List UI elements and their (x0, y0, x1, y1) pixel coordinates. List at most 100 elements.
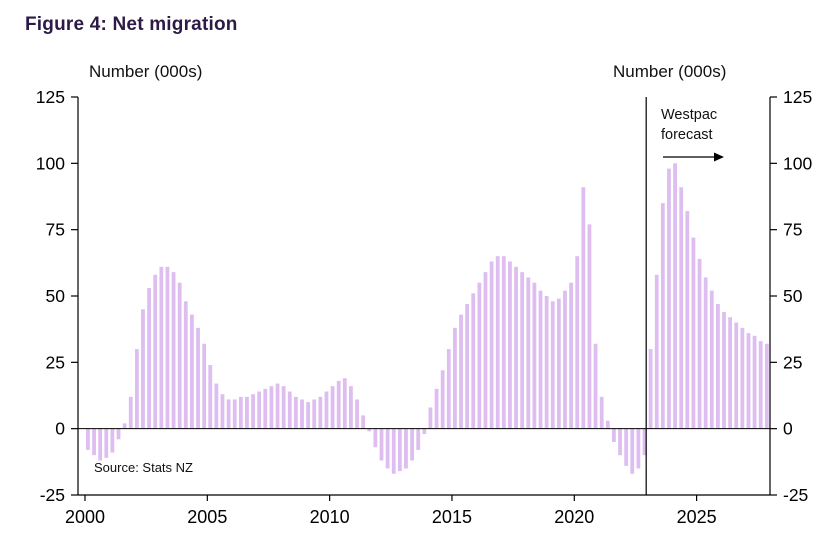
right-y-tick-label: -25 (783, 485, 808, 505)
migration-bar (245, 396, 249, 429)
left-y-tick-label: -25 (40, 485, 65, 505)
figure-title: Figure 4: Net migration (25, 14, 238, 35)
migration-bar (342, 378, 347, 429)
migration-bar (269, 386, 274, 429)
migration-bar (336, 380, 341, 429)
migration-bar (214, 383, 219, 429)
migration-bar (98, 428, 103, 461)
migration-bar (202, 343, 207, 429)
migration-bar (147, 288, 151, 429)
migration-bar (501, 256, 506, 429)
right-y-tick-label: 0 (783, 419, 793, 439)
migration-bar (648, 349, 653, 429)
migration-bar (752, 335, 757, 429)
migration-bar (373, 428, 378, 448)
migration-bar (660, 203, 665, 429)
migration-bar (673, 163, 677, 429)
right-y-tick-label: 100 (783, 153, 812, 173)
migration-bar (624, 428, 629, 466)
migration-bar (153, 274, 158, 429)
migration-bar (556, 298, 561, 429)
migration-bar (563, 290, 567, 429)
migration-bar (581, 187, 586, 429)
migration-bar (92, 428, 96, 456)
migration-bar (642, 428, 647, 456)
migration-bar (300, 399, 304, 429)
migration-bar (667, 168, 671, 429)
migration-bar (251, 394, 255, 429)
migration-bar (654, 274, 659, 429)
migration-bar (508, 261, 512, 429)
migration-bar (208, 364, 213, 429)
x-tick-label: 2020 (554, 507, 594, 527)
migration-bar (232, 399, 237, 429)
migration-bar (324, 391, 329, 429)
migration-bar (355, 399, 359, 429)
migration-bar (190, 314, 194, 429)
migration-bar (514, 266, 518, 429)
migration-bar (636, 428, 641, 469)
migration-bar (728, 317, 733, 429)
migration-bar (183, 301, 188, 429)
migration-bar (263, 388, 268, 429)
migration-bar (599, 396, 604, 429)
migration-bar (746, 333, 751, 429)
migration-bar (141, 309, 145, 429)
migration-bar (226, 399, 231, 429)
migration-bar (446, 349, 451, 429)
migration-bar (410, 428, 414, 461)
forecast-label: Westpac forecast (661, 107, 718, 143)
migration-bar (104, 428, 109, 458)
migration-bar (722, 311, 726, 429)
migration-bar (385, 428, 390, 469)
migration-bar (495, 256, 500, 429)
migration-bar (330, 386, 335, 429)
right-y-tick-label: 50 (783, 286, 803, 306)
migration-bar (612, 428, 616, 442)
migration-bar (312, 399, 317, 429)
migration-bar (679, 187, 684, 429)
migration-bar (440, 370, 445, 429)
migration-bar (318, 396, 323, 429)
migration-bar (532, 282, 537, 429)
migration-bar (275, 383, 280, 429)
migration-bar (716, 303, 720, 429)
right-y-tick-label: 25 (783, 352, 802, 372)
migration-bar (110, 428, 115, 453)
migration-bar (196, 327, 200, 429)
migration-bar (697, 258, 702, 429)
migration-bar (538, 290, 543, 429)
migration-bar (416, 428, 421, 450)
migration-bar (293, 396, 298, 429)
left-y-tick-label: 25 (46, 352, 65, 372)
migration-bar (709, 290, 714, 429)
x-tick-label: 2000 (65, 507, 105, 527)
migration-bar (740, 327, 745, 429)
migration-bar (238, 396, 243, 429)
migration-bar (404, 428, 408, 469)
migration-bar (397, 428, 402, 472)
left-y-tick-label: 50 (46, 286, 66, 306)
migration-bar (428, 407, 433, 429)
migration-bar (287, 391, 292, 429)
migration-bar (593, 343, 598, 429)
x-tick-label: 2010 (310, 507, 350, 527)
x-tick-label: 2015 (432, 507, 472, 527)
migration-bar (165, 266, 170, 429)
migration-bar (691, 237, 696, 429)
left-y-tick-label: 125 (36, 87, 65, 107)
forecast-arrow-icon (714, 152, 724, 162)
source-note: Source: Stats NZ (94, 460, 193, 475)
migration-bar (605, 420, 610, 429)
migration-bar (477, 282, 482, 429)
migration-bar (703, 277, 708, 429)
migration-bar (550, 301, 555, 429)
migration-bar (544, 296, 549, 429)
migration-bar (465, 303, 470, 429)
migration-bar (453, 327, 457, 429)
migration-bar (122, 423, 127, 429)
migration-bar (483, 272, 488, 429)
migration-bar (128, 396, 133, 429)
